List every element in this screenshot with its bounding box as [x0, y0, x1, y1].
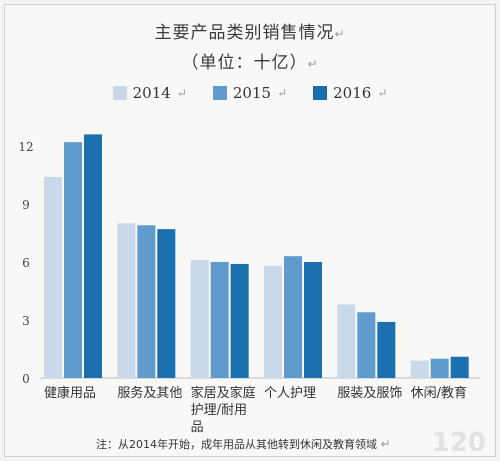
bar [337, 304, 356, 378]
bar [190, 260, 209, 378]
bar [230, 263, 249, 378]
legend-swatch-2016 [313, 86, 328, 100]
x-category-label: 服务及其他 [117, 385, 182, 401]
bar [84, 134, 102, 378]
bar [44, 176, 62, 378]
bar [357, 312, 376, 378]
bar [304, 262, 322, 378]
y-tick-label: 0 [22, 372, 30, 386]
legend-item-2014: 2014 ↵ [112, 84, 187, 102]
y-tick-label: 3 [22, 314, 30, 328]
chart-title: 主要产品类别销售情况↵ [154, 23, 346, 43]
footnote: 注：从2014年开始，成年用品从其他转到休闲及教育领域 ↵ [96, 437, 391, 451]
bar [264, 265, 282, 378]
bar [430, 358, 449, 378]
x-category-label: 品 [191, 420, 204, 435]
bar [137, 225, 156, 378]
legend-swatch-2015 [212, 86, 227, 100]
legend-item-2015: 2015 ↵ [212, 84, 287, 102]
legend-swatch-2014 [112, 86, 127, 100]
bar [377, 321, 396, 378]
bar [64, 142, 82, 378]
bar [117, 223, 136, 378]
x-category-label: 休闲/教育 [411, 385, 467, 401]
x-category-label: 家居及家庭 [191, 385, 256, 401]
x-category-label: 护理/耐用 [191, 403, 247, 418]
bar [157, 229, 176, 378]
y-tick-label: 9 [22, 198, 30, 212]
watermark: 120 [431, 428, 486, 458]
bar [450, 356, 469, 378]
x-category-label: 健康用品 [44, 385, 96, 401]
bar [210, 262, 229, 378]
legend-item-2016: 2016 ↵ [313, 84, 387, 102]
y-tick-label: 6 [22, 256, 30, 270]
x-category-label: 服装及服饰 [337, 386, 402, 401]
y-tick-label: 12 [18, 140, 33, 154]
x-category-label: 个人护理 [264, 386, 316, 401]
chart-subtitle: （单位：十亿）↵ [181, 53, 319, 73]
bar [284, 256, 302, 378]
bar [410, 360, 429, 378]
legend: 2014 ↵ 2015 ↵ 2016 ↵ [0, 84, 500, 102]
